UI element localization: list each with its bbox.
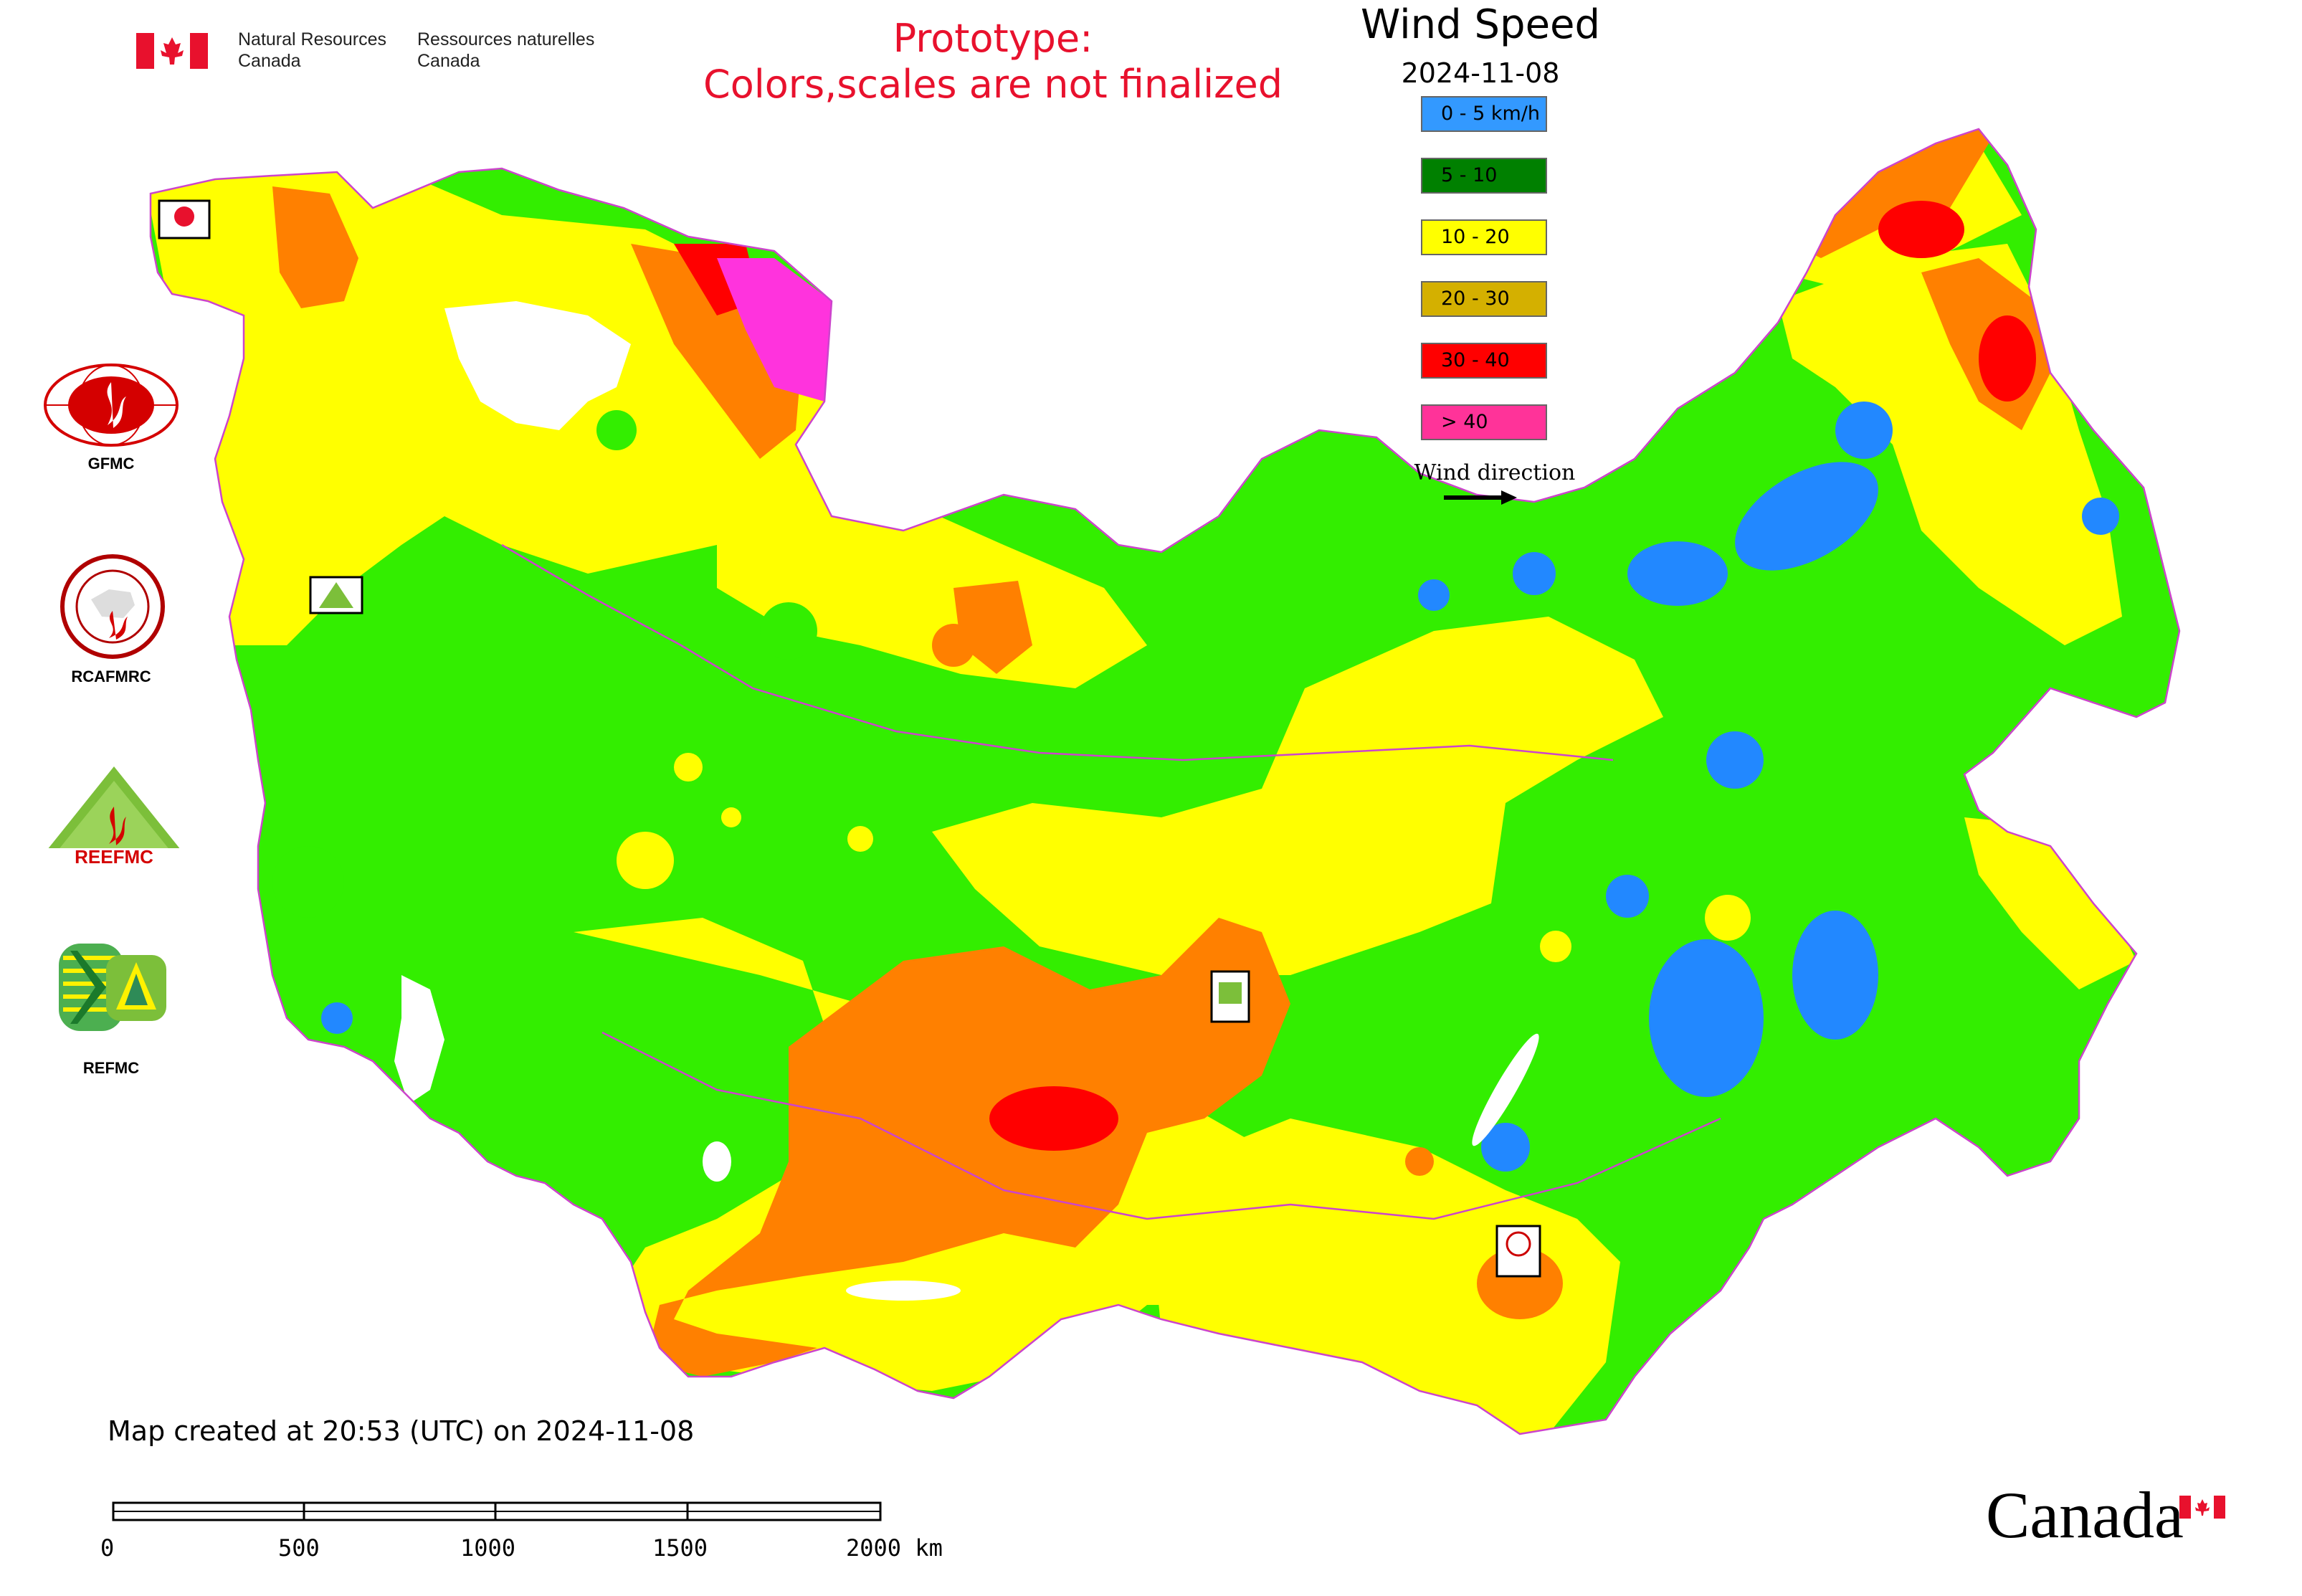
white-sea	[444, 301, 631, 430]
nrcan-english-name: Natural Resources Canada	[238, 29, 386, 72]
legend-swatch-4: 30 - 40	[1421, 343, 1547, 379]
scale-tick-0: 0	[100, 1534, 115, 1562]
canada-wordmark: Canada	[1986, 1478, 2184, 1552]
patch-orange	[1405, 1147, 1434, 1176]
patch-yellow	[847, 826, 873, 852]
nrcan-fr-line2: Canada	[417, 51, 480, 71]
scale-tick-1000: 1000	[460, 1534, 516, 1562]
legend-swatch-1: 5 - 10	[1421, 158, 1547, 194]
zone-calm-yakutia-2	[1627, 541, 1728, 606]
svg-text:REEFMC: REEFMC	[75, 846, 153, 868]
gfmc-label: GFMC	[87, 455, 135, 472]
map-created-timestamp: Map created at 20:53 (UTC) on 2024-11-08	[108, 1415, 695, 1447]
scale-tick-1500: 1500	[652, 1534, 708, 1562]
legend-date: 2024-11-08	[1401, 57, 1560, 89]
rcafmrc-label: RCAFMRC	[71, 668, 151, 685]
scale-bar	[112, 1501, 886, 1523]
caspian-sea	[394, 975, 444, 1104]
prototype-notice: Prototype: Colors,scales are not finaliz…	[631, 16, 1355, 108]
nrcan-en-line2: Canada	[238, 51, 301, 71]
legend-swatch-3: 20 - 30	[1421, 281, 1547, 317]
zone-moderate-central	[932, 617, 1663, 975]
refmc-label: REFMC	[82, 1059, 140, 1077]
zone-calm-east-2	[1606, 875, 1649, 918]
nrcan-en-line1: Natural Resources	[238, 29, 387, 49]
canada-flag-icon	[136, 33, 208, 69]
lake-baikal	[1472, 1033, 1539, 1146]
map-station-markers	[158, 199, 1541, 1278]
legend-swatch-5: > 40	[1421, 404, 1547, 440]
wind-direction-arrow-icon	[1441, 489, 1520, 506]
patch-green	[760, 602, 817, 660]
aral-sea	[703, 1141, 731, 1182]
zone-strong-scandinavia	[272, 186, 358, 308]
patch-yellow	[617, 832, 674, 889]
refmc-logo	[56, 941, 171, 1034]
zone-moderate-far-east	[1964, 817, 2136, 989]
zone-calm-east-1	[1706, 731, 1764, 789]
zone-very-strong-kamchatka	[1979, 315, 2036, 402]
scale-tick-2000: 2000 km	[846, 1534, 943, 1562]
water-bodies	[394, 301, 1539, 1301]
zone-moderate-north	[717, 466, 1147, 688]
wind-direction-label: Wind direction	[1414, 460, 1576, 485]
zone-calm-mongolia	[1792, 911, 1878, 1040]
patch-green	[596, 410, 637, 450]
zone-calm-amur	[1649, 939, 1764, 1097]
zone-calm-yakutia-1	[1735, 462, 1878, 571]
patch-yellow	[1705, 895, 1751, 941]
wind-field-layer	[151, 129, 2136, 1434]
legend-title: Wind Speed	[1360, 1, 1601, 48]
zone-very-strong-chukotka	[1878, 201, 1964, 258]
zone-very-strong-central-asia	[989, 1086, 1118, 1151]
zone-strong-south-asia	[645, 918, 1290, 1377]
patch-green	[272, 846, 344, 918]
zone-calm-baikal	[1481, 1123, 1530, 1172]
zone-calm-west-2	[1418, 579, 1450, 611]
patch-yellow	[674, 753, 703, 782]
zone-calm-yakutia-3	[1835, 402, 1893, 459]
rcafmrc-logo	[59, 554, 166, 660]
legend: 0 - 5 km/h 5 - 10 10 - 20 20 - 30 30 - 40 > 4…	[1412, 96, 1556, 455]
scale-tick-500: 500	[278, 1534, 320, 1562]
rcafmrc-map-marker	[1495, 1225, 1541, 1278]
nrcan-fr-line1: Ressources naturelles	[417, 29, 595, 49]
zone-extreme-kola	[717, 258, 832, 402]
patch-orange	[932, 624, 975, 667]
patch-yellow	[1540, 931, 1571, 962]
legend-swatch-0: 0 - 5 km/h	[1421, 96, 1547, 132]
prototype-notice-line1: Prototype:	[893, 16, 1093, 61]
reefmc-logo: REEFMC	[37, 764, 191, 871]
prototype-notice-line2: Colors,scales are not finalized	[703, 62, 1283, 107]
wordmark-flag-icon	[2179, 1496, 2225, 1519]
patch-yellow	[721, 807, 741, 827]
zone-calm-yakutia-4	[1513, 552, 1556, 595]
legend-swatch-2: 10 - 20	[1421, 219, 1547, 255]
lake-balkhash	[846, 1281, 961, 1301]
country-borders	[149, 128, 2181, 1435]
zone-calm-west-1	[321, 1002, 353, 1034]
gfmc-logo	[42, 362, 181, 448]
zone-calm-kamchatka	[2082, 498, 2119, 535]
nrcan-french-name: Ressources naturelles Canada	[417, 29, 594, 72]
